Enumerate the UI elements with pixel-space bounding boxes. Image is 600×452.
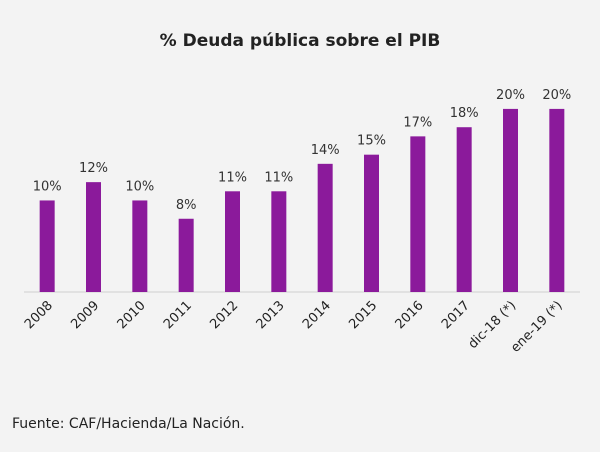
x-tick-label: 2017 (439, 298, 473, 332)
x-tick-label: 2016 (393, 298, 427, 332)
x-tick-label: 2014 (300, 298, 334, 332)
data-label: 12% (79, 161, 108, 176)
bar-2011 (178, 218, 194, 292)
bar-2012 (225, 191, 240, 292)
x-tick-label: 2008 (22, 298, 56, 332)
data-label: 10% (125, 179, 154, 194)
bar-2009 (86, 182, 101, 292)
data-label: 20% (496, 88, 525, 103)
chart-title: % Deuda pública sobre el PIB (160, 31, 441, 51)
x-tick-label: 2011 (161, 298, 195, 332)
bar-ene-19 (*) (549, 108, 565, 293)
bar-2015 (364, 154, 379, 292)
data-label: 18% (450, 106, 479, 121)
bar-2010 (132, 200, 148, 292)
x-tick-label: 2009 (68, 298, 102, 332)
data-label: 14% (311, 143, 340, 158)
data-label: 11% (264, 170, 293, 185)
data-label: 11% (218, 170, 247, 185)
bar-2014 (317, 163, 333, 292)
bar-2017 (456, 127, 472, 292)
x-tick-label: 2012 (207, 298, 241, 332)
x-tick-label: 2015 (346, 298, 380, 332)
source-note: Fuente: CAF/Hacienda/La Nación. (12, 416, 245, 432)
bar-dic-18 (*) (503, 108, 518, 293)
data-label: 20% (542, 88, 571, 103)
bar-2016 (410, 136, 426, 292)
data-label: 8% (176, 198, 197, 213)
data-label: 15% (357, 134, 386, 149)
x-tick-label: 2010 (115, 298, 149, 332)
plot-area: 10% 2008 12% 2009 10% 2010 8% 2011 11% 2012 11% 201… (22, 88, 580, 356)
data-label: 10% (33, 179, 62, 194)
data-label: 17% (403, 115, 432, 130)
x-tick-label: 2013 (254, 298, 288, 332)
bar-2008 (39, 200, 55, 292)
bar-2013 (271, 191, 287, 292)
